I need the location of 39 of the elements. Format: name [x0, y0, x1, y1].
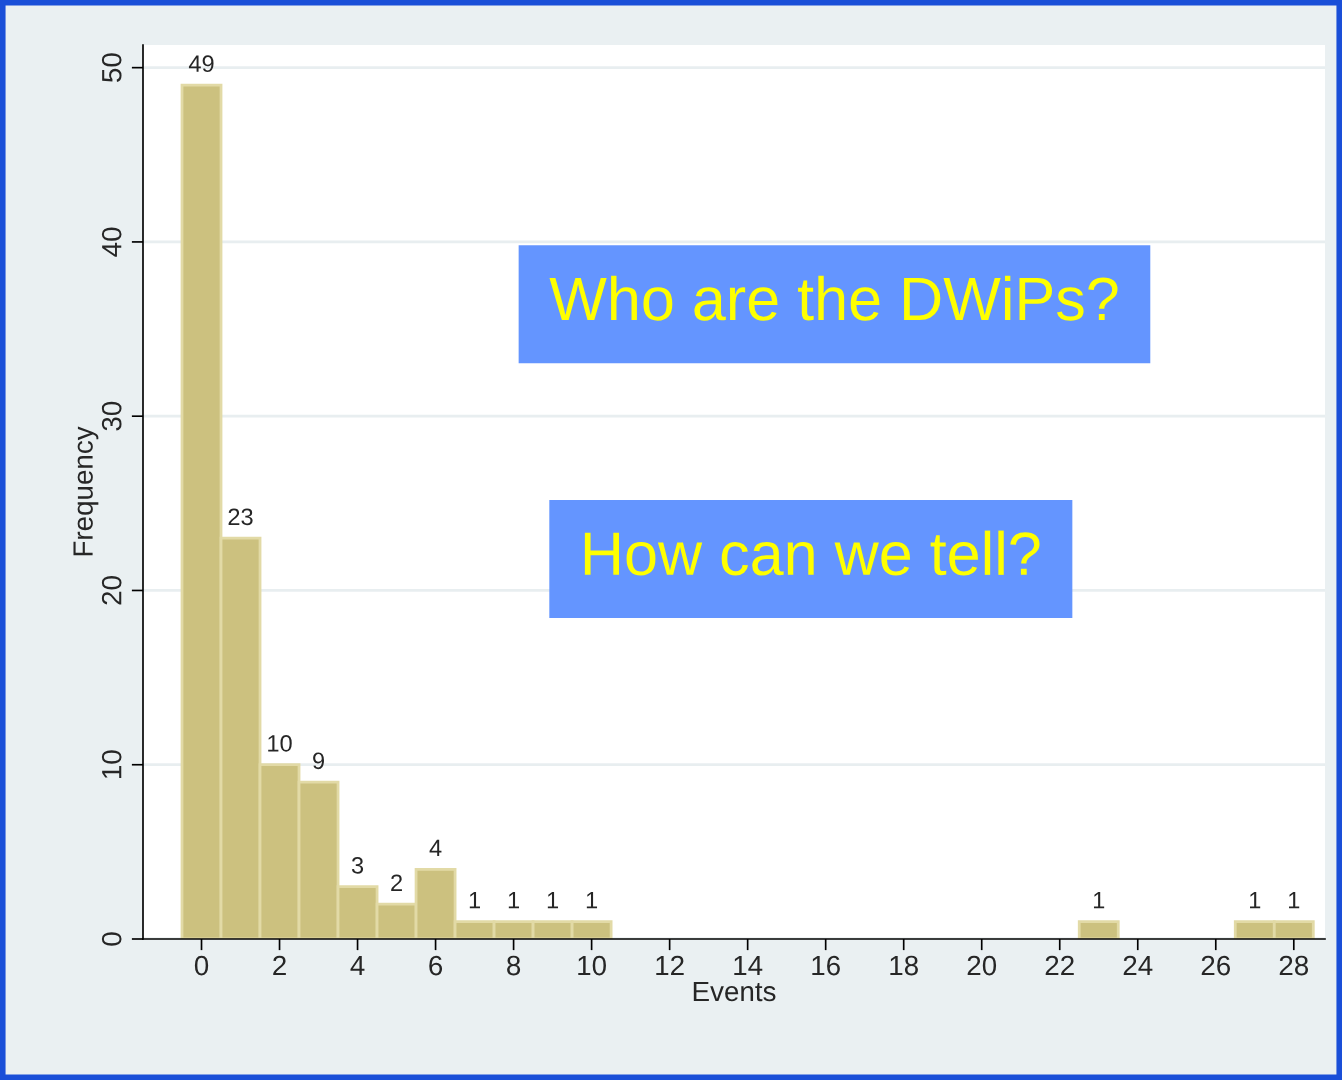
y-tick-label: 20	[101, 576, 122, 605]
x-tick-label: 6	[429, 955, 443, 976]
x-tick-label: 24	[1123, 955, 1153, 976]
x-tick-label: 12	[656, 955, 684, 976]
data-label: 4	[429, 839, 442, 857]
x-tick-label: 14	[734, 955, 763, 976]
data-label: 1	[547, 892, 559, 909]
y-tick-label: 10	[101, 750, 122, 779]
x-tick-label: 18	[890, 955, 918, 976]
x-tick-label: 22	[1045, 955, 1074, 976]
x-tick-label: 4	[350, 955, 365, 976]
y-axis-title: Frequency	[73, 426, 99, 556]
y-tick-label: 30	[101, 401, 122, 431]
data-label: 23	[228, 508, 253, 526]
x-tick-label: 10	[578, 955, 606, 976]
data-label: 9	[313, 752, 324, 770]
data-label: 3	[351, 857, 364, 874]
x-tick-label: 20	[967, 955, 997, 976]
data-label: 1	[1289, 892, 1300, 909]
data-label: 10	[268, 735, 292, 752]
data-label: 1	[1093, 892, 1105, 909]
x-tick-label: 16	[812, 955, 840, 976]
y-tick-label: 40	[101, 227, 122, 257]
data-label: 1	[1250, 892, 1261, 909]
data-label: 1	[508, 892, 520, 909]
x-tick-label: 8	[507, 955, 521, 976]
data-label: 49	[188, 55, 214, 73]
x-tick-label: 26	[1201, 955, 1230, 976]
data-label: 2	[391, 874, 402, 891]
x-axis-title: Events	[693, 981, 776, 1002]
y-tick-label: 50	[101, 53, 122, 82]
data-label: 1	[586, 892, 598, 909]
y-tick-label: 0	[101, 932, 122, 946]
x-tick-label: 2	[273, 955, 286, 976]
annotation: Who are the DWiPs?	[549, 275, 1118, 321]
annotation: How can we tell?	[584, 530, 1040, 576]
x-tick-label: 28	[1279, 955, 1309, 976]
x-tick-label: 0	[194, 955, 209, 976]
data-label: 1	[469, 892, 480, 909]
